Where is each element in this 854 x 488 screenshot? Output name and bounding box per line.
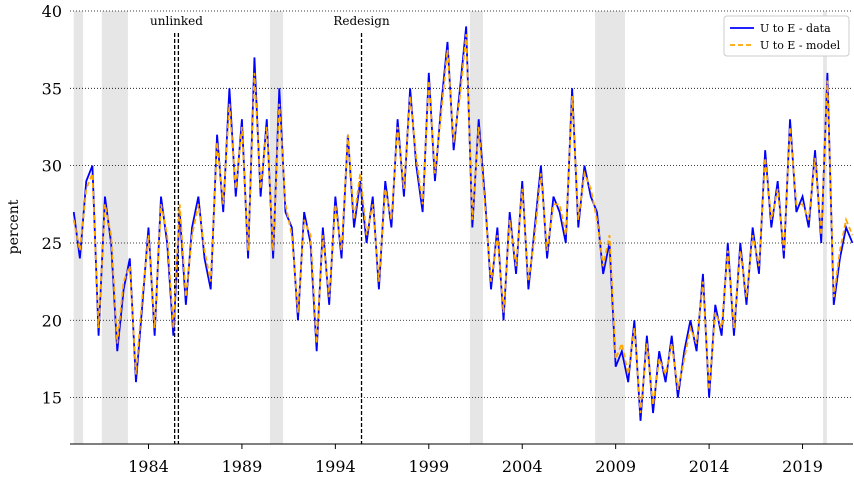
shaded-period bbox=[469, 11, 483, 444]
annotation: unlinked bbox=[150, 14, 203, 28]
x-tick-label: 1999 bbox=[408, 457, 449, 476]
y-tick-label: 25 bbox=[42, 234, 62, 253]
y-tick-label: 20 bbox=[42, 311, 62, 330]
shaded-period bbox=[101, 11, 128, 444]
shaded-period bbox=[595, 11, 626, 444]
shaded-period bbox=[823, 11, 827, 444]
series-line bbox=[72, 34, 854, 414]
legend-label: U to E - data bbox=[760, 22, 831, 35]
legend-label: U to E - model bbox=[760, 39, 841, 52]
x-tick-label: 2019 bbox=[782, 457, 823, 476]
x-tick-label: 1984 bbox=[128, 457, 169, 476]
y-tick-label: 15 bbox=[42, 389, 62, 408]
x-tick-label: 1994 bbox=[315, 457, 356, 476]
series-line bbox=[72, 26, 854, 421]
x-tick-label: 2004 bbox=[502, 457, 543, 476]
y-axis-label: percent bbox=[6, 199, 22, 254]
annotation: Redesign bbox=[333, 14, 390, 28]
y-tick-label: 40 bbox=[42, 2, 62, 21]
x-tick-label: 1989 bbox=[222, 457, 263, 476]
x-tick-label: 2014 bbox=[689, 457, 730, 476]
y-tick-label: 35 bbox=[42, 79, 62, 98]
x-tick-label: 2009 bbox=[595, 457, 636, 476]
shaded-period bbox=[73, 11, 84, 444]
legend-box bbox=[723, 15, 850, 57]
y-tick-label: 30 bbox=[42, 157, 62, 176]
